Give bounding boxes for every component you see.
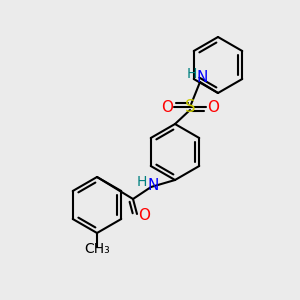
Text: N: N [196, 70, 208, 86]
Text: CH₃: CH₃ [84, 242, 110, 256]
Text: O: O [138, 208, 150, 224]
Text: H: H [187, 67, 197, 81]
Text: H: H [137, 175, 147, 189]
Text: S: S [185, 98, 195, 116]
Text: O: O [207, 100, 219, 115]
Text: N: N [147, 178, 159, 193]
Text: O: O [161, 100, 173, 115]
